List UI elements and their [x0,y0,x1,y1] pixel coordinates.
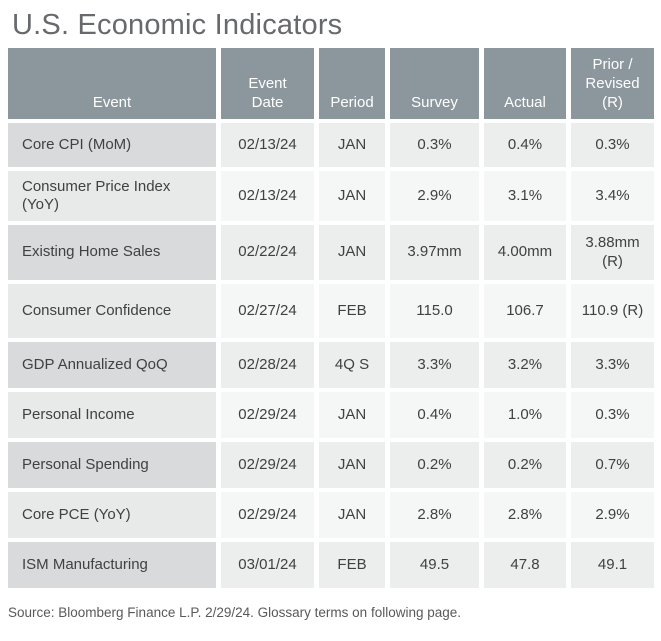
table-header-row: Event Event Date Period Survey Actual Pr… [8,48,654,120]
cell-period: JAN [319,492,385,539]
cell-actual: 2.8% [484,492,566,539]
table-row: Consumer Confidence 02/27/24 FEB 115.0 1… [8,284,654,339]
cell-period: JAN [319,123,385,168]
cell-event-date: 02/22/24 [221,225,314,281]
table-row: Core PCE (YoY) 02/29/24 JAN 2.8% 2.8% 2.… [8,492,654,539]
cell-prior-revised: 3.3% [571,342,654,389]
cell-event: Existing Home Sales [8,225,216,281]
cell-event-date: 02/27/24 [221,284,314,339]
cell-prior-revised: 110.9 (R) [571,284,654,339]
table-row: Personal Income 02/29/24 JAN 0.4% 1.0% 0… [8,392,654,439]
cell-survey: 115.0 [390,284,479,339]
cell-event-date: 02/29/24 [221,492,314,539]
table-row: Core CPI (MoM) 02/13/24 JAN 0.3% 0.4% 0.… [8,123,654,168]
table-row: Existing Home Sales 02/22/24 JAN 3.97mm … [8,225,654,281]
cell-survey: 2.8% [390,492,479,539]
cell-actual: 4.00mm [484,225,566,281]
economic-indicators-table: Event Event Date Period Survey Actual Pr… [8,48,654,589]
table-row: Personal Spending 02/29/24 JAN 0.2% 0.2%… [8,442,654,489]
cell-survey: 0.3% [390,123,479,168]
cell-actual: 47.8 [484,542,566,589]
cell-actual: 3.2% [484,342,566,389]
column-header-prior-revised: Prior / Revised (R) [571,48,654,120]
column-header-actual: Actual [484,48,566,120]
cell-event: Core CPI (MoM) [8,123,216,168]
table-row: Consumer Price Index (YoY) 02/13/24 JAN … [8,171,654,222]
table-row: ISM Manufacturing 03/01/24 FEB 49.5 47.8… [8,542,654,589]
cell-event: ISM Manufacturing [8,542,216,589]
cell-prior-revised: 0.3% [571,123,654,168]
cell-actual: 0.4% [484,123,566,168]
column-header-survey: Survey [390,48,479,120]
cell-prior-revised: 3.4% [571,171,654,222]
column-header-event-date: Event Date [221,48,314,120]
cell-event-date: 03/01/24 [221,542,314,589]
cell-event-date: 02/29/24 [221,392,314,439]
cell-actual: 106.7 [484,284,566,339]
cell-prior-revised: 2.9% [571,492,654,539]
cell-period: JAN [319,225,385,281]
column-header-event: Event [8,48,216,120]
source-note: Source: Bloomberg Finance L.P. 2/29/24. … [8,605,462,621]
cell-event: Personal Income [8,392,216,439]
cell-survey: 2.9% [390,171,479,222]
page-title: U.S. Economic Indicators [12,9,343,41]
cell-event-date: 02/28/24 [221,342,314,389]
cell-survey: 3.97mm [390,225,479,281]
cell-period: JAN [319,171,385,222]
cell-event: Personal Spending [8,442,216,489]
column-header-period: Period [319,48,385,120]
cell-survey: 3.3% [390,342,479,389]
table-body: Core CPI (MoM) 02/13/24 JAN 0.3% 0.4% 0.… [8,123,654,589]
cell-survey: 0.2% [390,442,479,489]
cell-event: Consumer Price Index (YoY) [8,171,216,222]
cell-actual: 3.1% [484,171,566,222]
cell-survey: 49.5 [390,542,479,589]
cell-prior-revised: 3.88mm (R) [571,225,654,281]
cell-period: 4Q S [319,342,385,389]
cell-survey: 0.4% [390,392,479,439]
cell-event: Core PCE (YoY) [8,492,216,539]
cell-period: FEB [319,284,385,339]
cell-period: JAN [319,442,385,489]
cell-prior-revised: 49.1 [571,542,654,589]
cell-period: FEB [319,542,385,589]
cell-event: Consumer Confidence [8,284,216,339]
cell-event-date: 02/13/24 [221,171,314,222]
cell-actual: 1.0% [484,392,566,439]
cell-event-date: 02/13/24 [221,123,314,168]
cell-prior-revised: 0.3% [571,392,654,439]
cell-period: JAN [319,392,385,439]
cell-actual: 0.2% [484,442,566,489]
cell-prior-revised: 0.7% [571,442,654,489]
table-row: GDP Annualized QoQ 02/28/24 4Q S 3.3% 3.… [8,342,654,389]
cell-event: GDP Annualized QoQ [8,342,216,389]
cell-event-date: 02/29/24 [221,442,314,489]
